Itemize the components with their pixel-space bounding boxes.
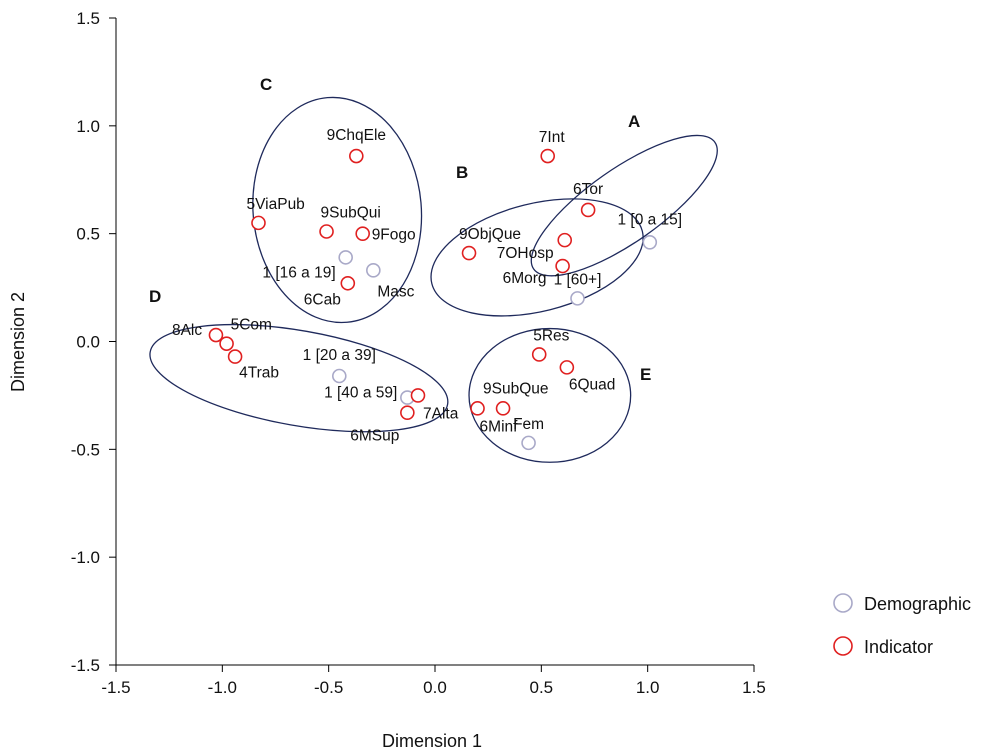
data-points [208, 148, 658, 451]
y-tick-label: 0.0 [76, 333, 100, 352]
point-label: 1 [0 a 15] [617, 211, 682, 228]
y-tick-label: 1.5 [76, 9, 100, 28]
point-label: 7OHosp [497, 245, 554, 262]
y-ticks: 1.5 1.0 0.5 0.0 -0.5 -1.0 -1.5 [71, 9, 116, 675]
data-point-demographic [521, 435, 536, 451]
point-label: 1 [40 a 59] [324, 385, 397, 402]
data-point-indicator [400, 405, 415, 420]
point-label: 1 [16 a 19] [262, 264, 335, 281]
cluster-label-c: C [260, 75, 272, 94]
x-tick-label: 1.0 [636, 678, 660, 697]
point-label: 9SubQui [321, 205, 381, 222]
data-point-demographic [331, 368, 347, 384]
legend-label-indicator: Indicator [864, 637, 933, 657]
point-label: 1 [60+] [554, 271, 602, 288]
point-label: 9ChqEle [327, 127, 386, 144]
cluster-label-b: B [456, 163, 468, 182]
x-tick-label: 0.5 [530, 678, 554, 697]
data-point-indicator [340, 275, 356, 291]
point-label: 7Alta [423, 405, 459, 422]
x-tick-label: -1.5 [101, 678, 130, 697]
cluster-label-e: E [640, 365, 651, 384]
data-point-demographic [570, 291, 585, 306]
x-tick-label: -1.0 [208, 678, 237, 697]
point-label: 7Int [539, 129, 566, 146]
data-point-indicator [495, 401, 511, 416]
data-point-indicator [349, 148, 364, 164]
data-point-indicator [540, 148, 556, 164]
data-point-indicator [559, 360, 575, 375]
x-tick-label: 0.0 [423, 678, 447, 697]
data-point-indicator [580, 202, 596, 218]
point-label: 6Morg [503, 270, 547, 287]
data-point-indicator [461, 245, 477, 261]
data-point-indicator [410, 388, 426, 403]
cluster-ellipse-b [430, 198, 644, 317]
data-point-indicator [355, 226, 370, 241]
point-label: 8Alc [172, 322, 202, 339]
data-point-demographic [366, 263, 381, 278]
data-point-indicator [319, 224, 334, 239]
legend: Demographic Indicator [833, 593, 971, 657]
point-label: 5Res [533, 327, 569, 344]
cluster-ellipse-a [530, 134, 718, 277]
data-point-demographic [338, 250, 353, 265]
point-label: 9ObjQue [459, 226, 521, 243]
y-tick-label: 1.0 [76, 117, 100, 136]
data-point-indicator [470, 401, 485, 416]
point-label: Fem [513, 416, 544, 433]
y-tick-label: 0.5 [76, 225, 100, 244]
point-label: 9SubQue [483, 380, 549, 397]
point-label: 5ViaPub [246, 196, 304, 213]
cluster-ellipses: A B C D E [149, 75, 718, 463]
data-point-indicator [219, 336, 234, 351]
axes: -1.5 -1.0 -0.5 0.0 0.5 1.0 1.5 1.5 1.0 0.5 0.0 -0.… [71, 9, 766, 697]
data-point-demographic [642, 234, 658, 250]
x-tick-label: 1.5 [742, 678, 766, 697]
x-tick-label: -0.5 [314, 678, 343, 697]
legend-marker-indicator [833, 636, 853, 656]
point-label: 9Fogo [372, 227, 416, 244]
data-point-indicator [251, 215, 266, 231]
cluster-ellipse-e [468, 327, 632, 463]
cluster-ellipse-c [252, 96, 423, 324]
cluster-label-d: D [149, 287, 161, 306]
data-point-indicator [531, 347, 547, 362]
point-labels: 1 [0 a 15] 1 [60+] 1 [16 a 19] Masc 1 [20 a … [172, 127, 682, 445]
point-label: 6Minf [480, 418, 519, 435]
legend-label-demographic: Demographic [864, 594, 971, 614]
y-tick-label: -1.5 [71, 656, 100, 675]
data-point-indicator [208, 327, 224, 343]
y-tick-label: -1.0 [71, 548, 100, 567]
data-point-indicator [557, 232, 573, 248]
cluster-label-a: A [628, 112, 640, 131]
point-label: 6Tor [573, 181, 603, 198]
point-label: 6Quad [569, 376, 616, 393]
point-label: Masc [377, 283, 414, 300]
point-label: 4Trab [239, 365, 279, 382]
x-ticks: -1.5 -1.0 -0.5 0.0 0.5 1.0 1.5 [101, 665, 766, 697]
cluster-ellipse-d [149, 323, 449, 433]
data-point-indicator [555, 258, 570, 274]
y-axis-title: Dimension 2 [8, 292, 28, 392]
legend-marker-demographic [833, 593, 853, 613]
point-label: 1 [20 a 39] [303, 347, 376, 364]
x-axis-title: Dimension 1 [382, 731, 482, 751]
point-label: 5Com [231, 317, 272, 334]
y-tick-label: -0.5 [71, 440, 100, 459]
data-point-indicator [227, 349, 243, 364]
point-label: 6MSup [350, 428, 399, 445]
point-label: 6Cab [304, 291, 341, 308]
